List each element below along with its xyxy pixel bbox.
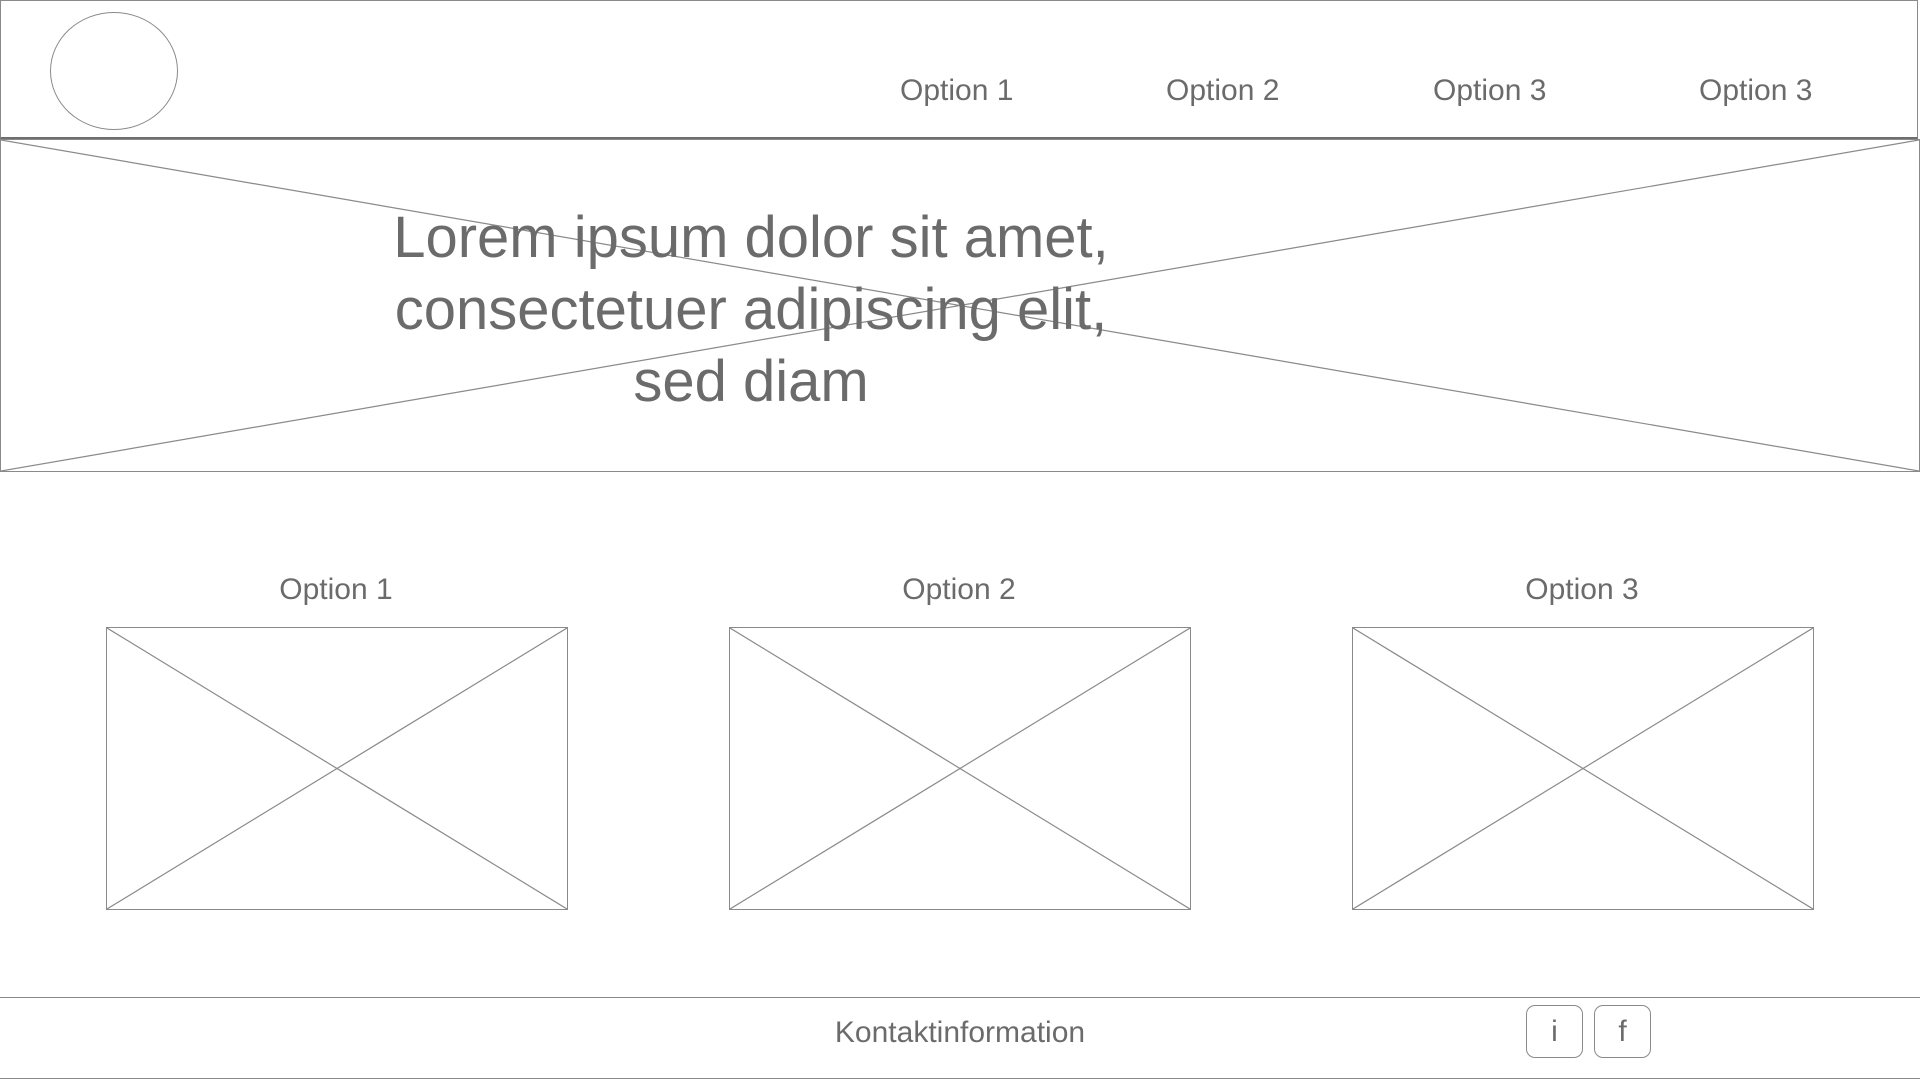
hero-image-placeholder-icon [1,140,1919,471]
facebook-icon[interactable]: f [1594,1005,1651,1058]
image-placeholder-icon [730,628,1190,909]
image-placeholder-icon [1353,628,1813,909]
card-label-option-3: Option 3 [1525,573,1639,606]
hero-banner: Lorem ipsum dolor sit amet, consectetuer… [0,139,1920,472]
nav-item-option-2[interactable]: Option 2 [1166,74,1280,107]
card-image-option-2[interactable] [729,627,1191,910]
card-label-option-2: Option 2 [902,573,1016,606]
footer-divider [0,997,1920,998]
card-label-option-1: Option 1 [279,573,393,606]
card-image-option-1[interactable] [106,627,568,910]
nav-item-option-1[interactable]: Option 1 [900,74,1014,107]
info-icon[interactable]: i [1526,1005,1583,1058]
image-placeholder-icon [107,628,567,909]
logo-placeholder[interactable] [50,12,178,130]
footer-bottom-border [0,1078,1920,1079]
hero-headline: Lorem ipsum dolor sit amet, consectetuer… [393,205,1109,414]
contact-info-link[interactable]: Kontaktinformation [834,1016,1086,1049]
card-image-option-3[interactable] [1352,627,1814,910]
nav-item-option-3[interactable]: Option 3 [1433,74,1547,107]
nav-item-option-3-second[interactable]: Option 3 [1699,74,1813,107]
header: Option 1 Option 2 Option 3 Option 3 [0,0,1918,139]
